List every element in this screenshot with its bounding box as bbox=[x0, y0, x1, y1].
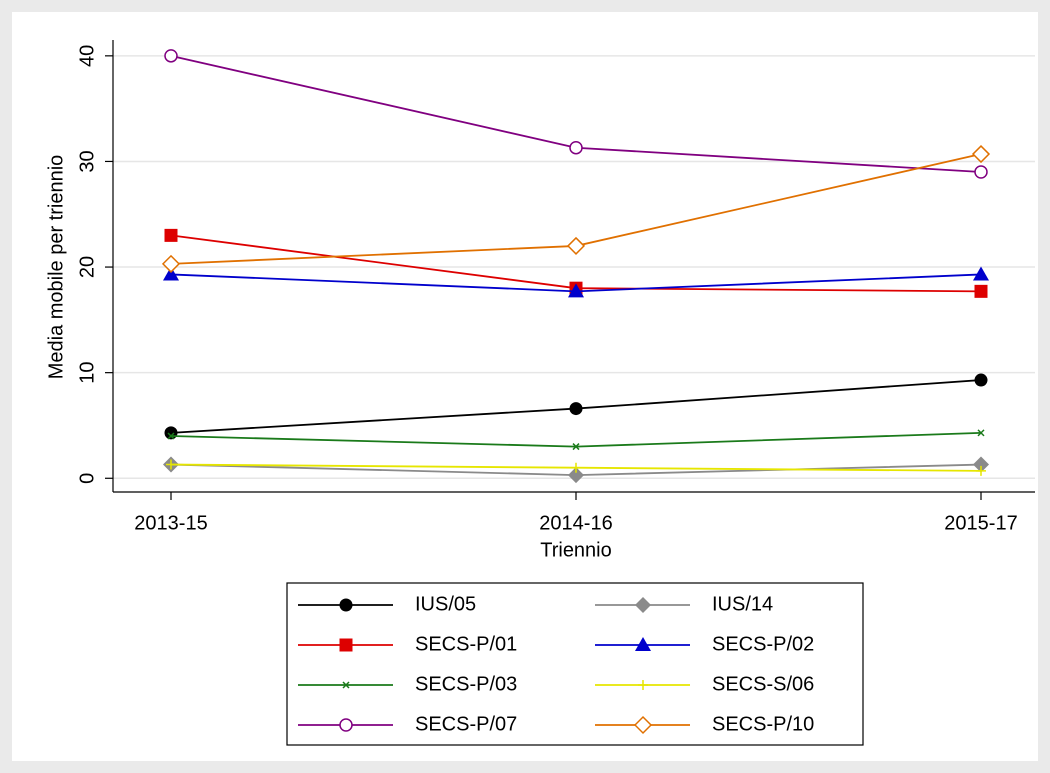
marker bbox=[164, 228, 178, 242]
marker bbox=[638, 680, 648, 690]
marker bbox=[971, 144, 991, 164]
marker bbox=[163, 266, 179, 281]
marker bbox=[568, 467, 584, 484]
x-tick-label: 2013-15 bbox=[134, 512, 207, 534]
x-axis-title: Triennio bbox=[540, 539, 612, 561]
marker bbox=[571, 462, 581, 473]
marker bbox=[633, 715, 653, 735]
marker bbox=[977, 429, 985, 437]
marker bbox=[166, 459, 176, 470]
y-tick-label: 0 bbox=[76, 473, 98, 484]
legend-label: SECS-P/03 bbox=[415, 673, 517, 695]
marker bbox=[572, 443, 580, 451]
marker bbox=[339, 718, 353, 732]
legend-label: SECS-P/01 bbox=[415, 633, 517, 655]
marker bbox=[635, 597, 651, 613]
marker bbox=[569, 140, 583, 155]
marker bbox=[974, 165, 988, 179]
y-axis-title: Media mobile per triennio bbox=[45, 155, 67, 380]
marker bbox=[973, 266, 989, 281]
legend-label: SECS-P/07 bbox=[415, 713, 517, 735]
marker bbox=[976, 465, 986, 476]
y-tick-label: 10 bbox=[76, 362, 98, 384]
marker bbox=[164, 426, 178, 440]
x-tick-label: 2015-17 bbox=[944, 512, 1017, 534]
legend-label: SECS-P/02 bbox=[712, 633, 814, 655]
marker bbox=[569, 402, 583, 416]
y-tick-label: 20 bbox=[76, 256, 98, 278]
legend-label: IUS/05 bbox=[415, 593, 476, 615]
legend-label: SECS-S/06 bbox=[712, 673, 814, 695]
x-tick-label: 2014-16 bbox=[539, 512, 612, 534]
legend-label: IUS/14 bbox=[712, 593, 773, 615]
marker bbox=[161, 254, 181, 273]
marker bbox=[339, 598, 353, 612]
marker bbox=[635, 637, 651, 651]
marker bbox=[164, 49, 178, 63]
marker bbox=[973, 456, 989, 473]
marker bbox=[974, 373, 988, 387]
legend-label: SECS-P/10 bbox=[712, 713, 814, 735]
y-tick-label: 30 bbox=[76, 150, 98, 172]
y-tick-label: 40 bbox=[76, 45, 98, 67]
marker bbox=[566, 236, 586, 255]
marker bbox=[342, 681, 350, 689]
marker bbox=[339, 638, 353, 652]
marker bbox=[167, 432, 175, 440]
marker bbox=[974, 284, 988, 298]
legend-box bbox=[286, 582, 864, 746]
marker bbox=[568, 283, 584, 298]
